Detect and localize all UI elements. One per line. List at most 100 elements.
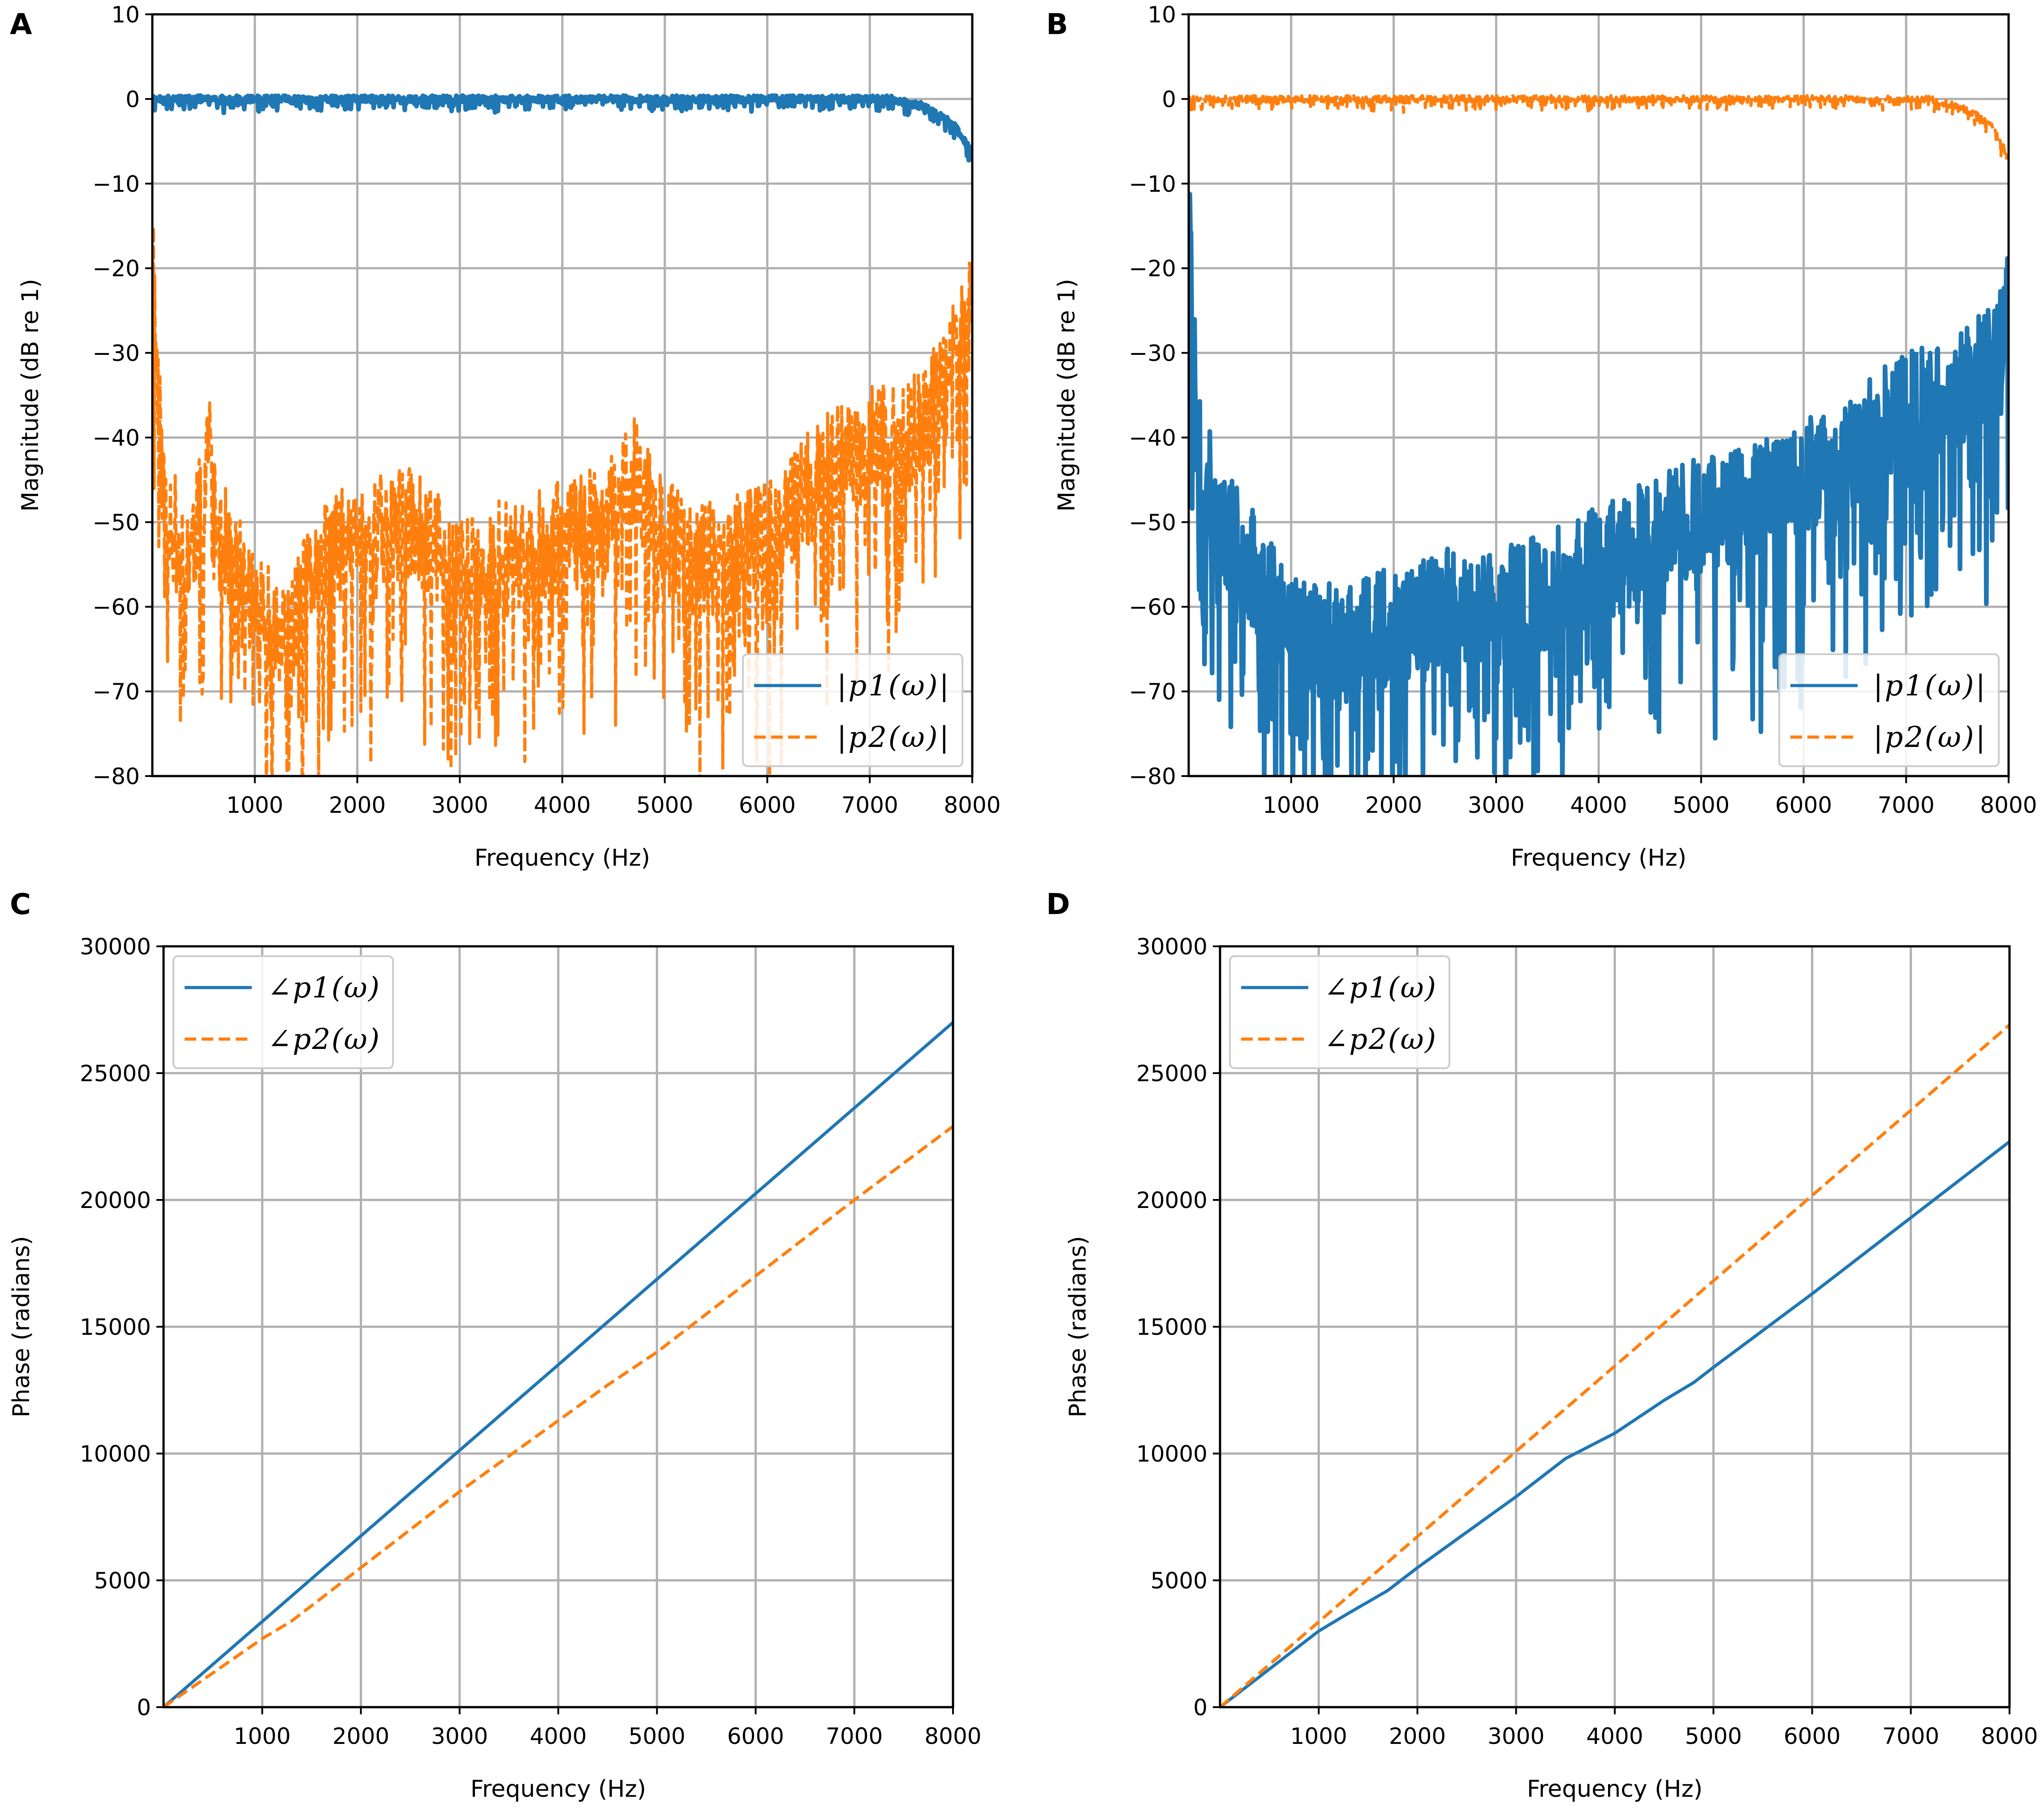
x-tick-label: 2000 xyxy=(332,1723,389,1749)
x-tick-label: 5000 xyxy=(1673,792,1729,818)
y-tick-label: −80 xyxy=(92,764,140,790)
panel-label: A xyxy=(10,8,32,41)
x-tick-label: 6000 xyxy=(1784,1723,1841,1749)
y-tick-label: −50 xyxy=(92,509,140,535)
legend-entry: ∠p2(ω) xyxy=(1324,1023,1436,1056)
x-tick-label: 4000 xyxy=(530,1723,586,1749)
y-tick-label: 10 xyxy=(111,2,140,28)
x-tick-label: 8000 xyxy=(944,792,1000,818)
chart-panel-b: B 1000 2000 3000 4000 5000 6000 7000 8000 −80 −70 −… xyxy=(1046,2,2037,871)
panel-label: C xyxy=(10,888,31,921)
chart-panel-d: D 1000 2000 3000 4000 5000 6000 7000 8000 0 5000 10… xyxy=(1046,888,2038,1803)
x-tick-label: 6000 xyxy=(739,792,796,818)
x-tick-label: 7000 xyxy=(1878,792,1935,818)
y-tick-label: 10 xyxy=(1147,2,1176,28)
y-tick-label: 15000 xyxy=(1136,1314,1207,1340)
y-tick-label: 30000 xyxy=(1136,934,1207,960)
legend-entry: |p1(ω)| xyxy=(837,669,949,703)
series-line-1 xyxy=(1189,192,2009,776)
y-tick-label: −60 xyxy=(1129,594,1176,620)
y-tick-label: −60 xyxy=(92,594,140,620)
y-tick-label: −10 xyxy=(92,171,140,197)
x-tick-label: 2000 xyxy=(1365,792,1422,818)
y-tick-label: 5000 xyxy=(94,1568,151,1594)
x-tick-label: 1000 xyxy=(226,792,283,818)
x-tick-label: 4000 xyxy=(1586,1723,1643,1749)
x-axis-label: Frequency (Hz) xyxy=(1527,1776,1703,1803)
y-tick-label: −50 xyxy=(1129,509,1176,535)
y-tick-label: 20000 xyxy=(80,1187,151,1213)
series-line-1 xyxy=(164,1021,953,1707)
x-axis-label: Frequency (Hz) xyxy=(1511,845,1686,871)
x-tick-label: 2000 xyxy=(1389,1723,1446,1749)
x-tick-label: 5000 xyxy=(1685,1723,1742,1749)
series-line-2 xyxy=(1189,94,2009,161)
y-tick-label: 15000 xyxy=(80,1314,151,1340)
y-tick-label: −70 xyxy=(1129,679,1176,705)
x-tick-label: 3000 xyxy=(1488,1723,1544,1749)
x-tick-label: 6000 xyxy=(727,1723,784,1749)
y-tick-label: 5000 xyxy=(1151,1568,1207,1594)
series-line-2 xyxy=(1220,1023,2010,1707)
x-tick-label: 5000 xyxy=(636,792,693,818)
legend-entry: |p2(ω)| xyxy=(837,721,949,754)
x-tick-label: 7000 xyxy=(841,792,898,818)
y-tick-label: −10 xyxy=(1129,171,1176,197)
y-axis-label: Phase (radians) xyxy=(1065,1236,1091,1418)
legend: |p1(ω)| |p2(ω)| xyxy=(1778,653,2000,767)
series-line-1 xyxy=(152,93,972,163)
x-tick-label: 1000 xyxy=(234,1723,291,1749)
chart-panel-c: C 1000 2000 3000 4000 5000 6000 7000 8000 0 5000 10… xyxy=(8,888,982,1803)
panel-label: D xyxy=(1046,888,1070,921)
legend: ∠p1(ω) ∠p2(ω) xyxy=(1229,955,1450,1069)
x-tick-label: 8000 xyxy=(1980,792,2037,818)
y-tick-label: 20000 xyxy=(1136,1187,1207,1213)
y-tick-label: −40 xyxy=(92,425,140,451)
y-tick-label: −70 xyxy=(92,679,140,705)
x-tick-label: 4000 xyxy=(534,792,591,818)
y-axis-label: Phase (radians) xyxy=(8,1236,35,1418)
legend: ∠p1(ω) ∠p2(ω) xyxy=(172,955,394,1069)
y-tick-label: 0 xyxy=(1193,1695,1207,1721)
y-axis-label: Magnitude (dB re 1) xyxy=(1053,279,1080,512)
legend-entry: |p1(ω)| xyxy=(1873,669,1985,703)
y-tick-label: 0 xyxy=(1162,86,1176,112)
y-tick-label: −20 xyxy=(1129,256,1176,282)
x-axis-label: Frequency (Hz) xyxy=(474,845,650,871)
series-line-2 xyxy=(152,225,972,776)
y-tick-label: 25000 xyxy=(80,1061,151,1087)
legend-entry: ∠p1(ω) xyxy=(1324,971,1436,1005)
y-axis-label: Magnitude (dB re 1) xyxy=(17,279,44,512)
x-tick-label: 7000 xyxy=(826,1723,883,1749)
x-tick-label: 5000 xyxy=(629,1723,686,1749)
legend-entry: |p2(ω)| xyxy=(1873,721,1985,754)
x-tick-label: 8000 xyxy=(1981,1723,2038,1749)
y-tick-label: 10000 xyxy=(80,1441,151,1467)
x-tick-label: 2000 xyxy=(329,792,386,818)
y-tick-label: −20 xyxy=(92,256,140,282)
x-tick-label: 1000 xyxy=(1263,792,1320,818)
y-tick-label: −30 xyxy=(92,341,140,367)
chart-panel-a: A 1000 2000 3000 4000 5000 6000 7000 8000 −80 −70 −… xyxy=(10,2,1001,871)
y-tick-label: 0 xyxy=(125,86,140,112)
x-tick-label: 7000 xyxy=(1882,1723,1939,1749)
x-tick-label: 8000 xyxy=(924,1723,981,1749)
series-line-1 xyxy=(1220,1140,2010,1707)
legend-entry: ∠p2(ω) xyxy=(267,1023,379,1056)
y-tick-label: −40 xyxy=(1129,425,1176,451)
x-tick-label: 4000 xyxy=(1570,792,1627,818)
y-tick-label: 30000 xyxy=(80,934,151,960)
legend: |p1(ω)| |p2(ω)| xyxy=(742,653,963,767)
x-tick-label: 1000 xyxy=(1290,1723,1347,1749)
x-tick-label: 6000 xyxy=(1775,792,1832,818)
x-tick-label: 3000 xyxy=(1468,792,1525,818)
y-tick-label: −30 xyxy=(1129,341,1176,367)
y-tick-label: 0 xyxy=(137,1695,151,1721)
y-tick-label: 10000 xyxy=(1136,1441,1207,1467)
x-axis-label: Frequency (Hz) xyxy=(470,1776,646,1803)
x-tick-label: 3000 xyxy=(431,1723,488,1749)
y-tick-label: 25000 xyxy=(1136,1061,1207,1087)
x-tick-label: 3000 xyxy=(431,792,488,818)
legend-entry: ∠p1(ω) xyxy=(267,971,379,1005)
